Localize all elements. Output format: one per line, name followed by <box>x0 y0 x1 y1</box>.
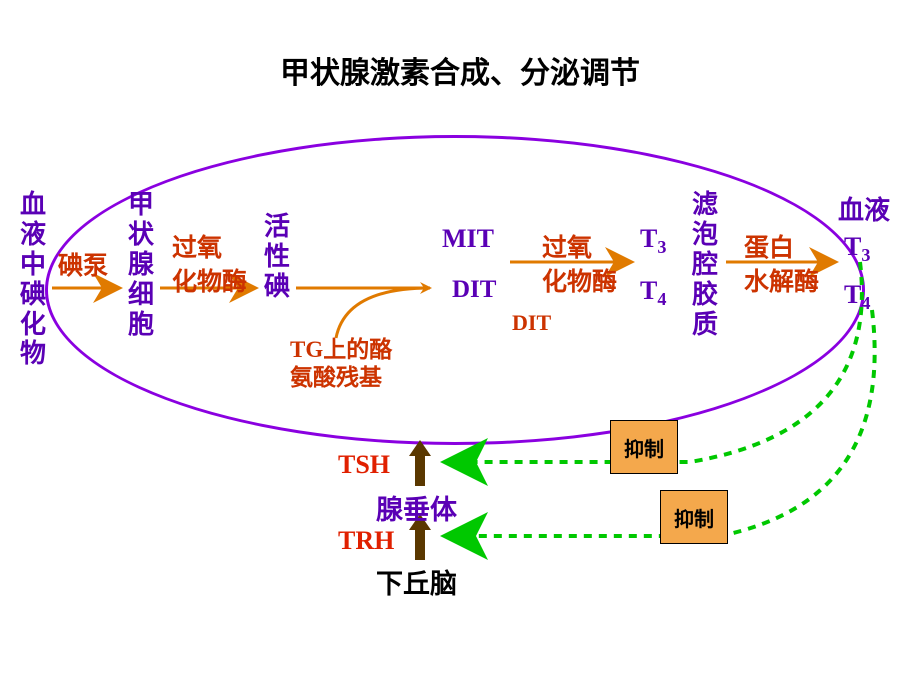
label-iodine_pump: 碘泵 <box>58 246 108 282</box>
label-tg_note2: 氨酸残基 <box>290 358 382 392</box>
inhibit-box-ib1: 抑制 <box>610 420 678 474</box>
label-protein: 蛋白 <box>744 228 794 264</box>
label-t4b: T4 <box>844 280 870 314</box>
diagram-title: 甲状腺激素合成、分泌调节 <box>0 48 920 92</box>
label-peroxidase1a: 过氧 <box>172 228 222 264</box>
label-hydrolase: 水解酶 <box>744 262 819 298</box>
label-t3b: T3 <box>844 232 870 266</box>
label-t3a: T3 <box>640 224 666 258</box>
label-peroxidase1b: 化物酶 <box>172 262 247 298</box>
label-mit: MIT <box>442 224 494 254</box>
label-dit2: DIT <box>512 310 551 336</box>
label-peroxidase2b: 化物酶 <box>542 262 617 298</box>
label-dit1: DIT <box>452 276 496 304</box>
label-t4a: T4 <box>640 276 666 310</box>
label-follicle: 滤泡腔胶质 <box>692 190 718 339</box>
label-blood2: 血液 <box>838 190 890 227</box>
label-active_iodine: 活性碘 <box>264 212 290 302</box>
label-hypothalamus: 下丘脑 <box>376 562 457 601</box>
label-thyroid_cell: 甲状腺细胞 <box>128 190 154 339</box>
label-trh: TRH <box>338 526 394 556</box>
label-tsh: TSH <box>338 450 390 480</box>
label-pituitary: 腺垂体 <box>376 488 457 527</box>
label-blood_iodide: 血液中碘化物 <box>20 190 46 369</box>
inhibit-box-ib2: 抑制 <box>660 490 728 544</box>
label-peroxidase2a: 过氧 <box>542 228 592 264</box>
